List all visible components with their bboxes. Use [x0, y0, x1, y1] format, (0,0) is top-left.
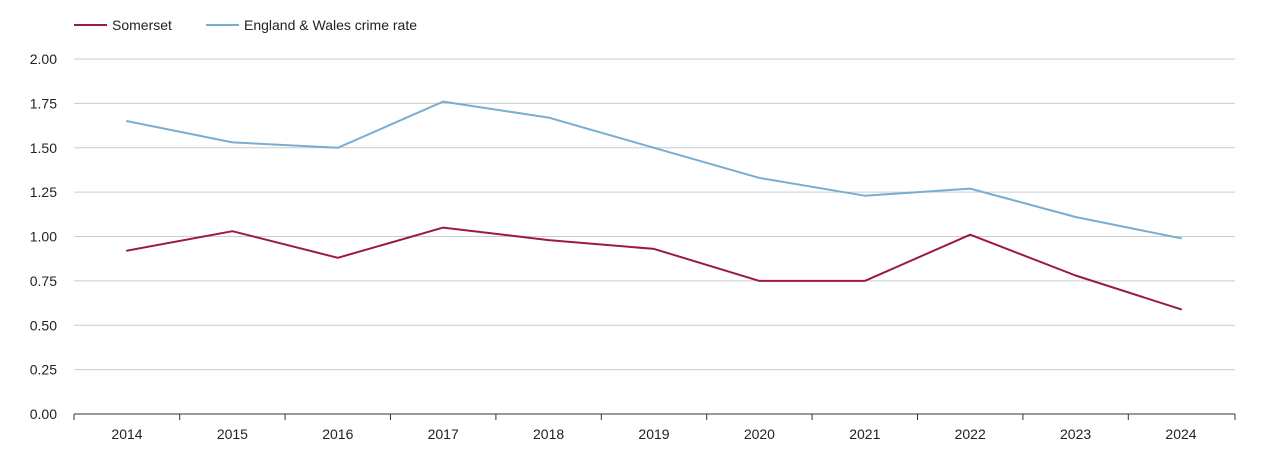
x-tick-label: 2014 — [111, 426, 142, 442]
legend-label-somerset: Somerset — [112, 17, 172, 33]
y-tick-label: 2.00 — [30, 51, 57, 67]
x-tick-label: 2021 — [849, 426, 880, 442]
x-tick-label: 2018 — [533, 426, 564, 442]
x-tick-label: 2024 — [1165, 426, 1196, 442]
x-axis-ticks: 2014 2015 2016 2017 2018 2019 2020 2021 2022 2023… — [73, 414, 1236, 442]
x-tick-label: 2023 — [1060, 426, 1091, 442]
y-tick-label: 1.50 — [30, 140, 57, 156]
y-tick-label: 1.00 — [30, 229, 57, 245]
series-line-somerset — [126, 226, 1182, 311]
x-tick-label: 2016 — [322, 426, 353, 442]
y-tick-label: 0.25 — [30, 362, 57, 378]
legend: Somerset England & Wales crime rate — [74, 17, 417, 33]
y-tick-label: 0.50 — [30, 317, 57, 333]
y-tick-label: 1.25 — [30, 184, 57, 200]
series — [126, 100, 1182, 311]
y-tick-label: 0.75 — [30, 273, 57, 289]
x-tick-label: 2015 — [217, 426, 248, 442]
x-tick-label: 2020 — [744, 426, 775, 442]
x-tick-label: 2017 — [428, 426, 459, 442]
y-tick-label: 0.00 — [30, 406, 57, 422]
series-line-england-wales-crime-rate — [126, 100, 1182, 240]
x-tick-label: 2022 — [955, 426, 986, 442]
y-axis-ticks: 0.00 0.25 0.50 0.75 1.00 1.25 1.50 1.75 2.00 — [30, 51, 57, 422]
x-tick-label: 2019 — [638, 426, 669, 442]
gridlines — [74, 58, 1235, 371]
legend-label-england-wales: England & Wales crime rate — [244, 17, 417, 33]
y-tick-label: 1.75 — [30, 95, 57, 111]
